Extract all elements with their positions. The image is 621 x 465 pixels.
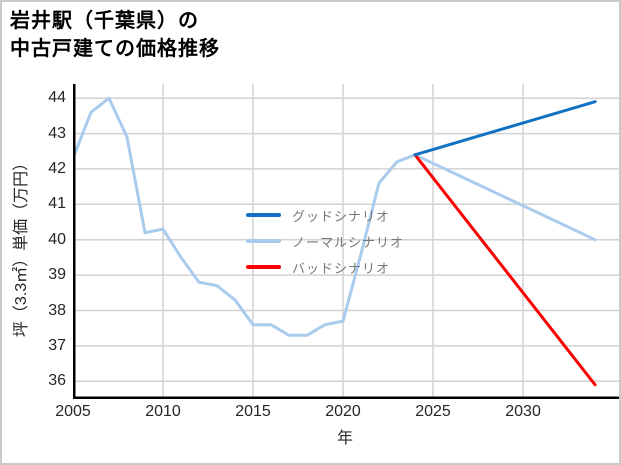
legend-label-good-scenario: グッドシナリオ xyxy=(292,208,391,224)
legend-item-normal-scenario: ノーマルシナリオ xyxy=(246,228,404,254)
x-tick-label: 2005 xyxy=(55,403,91,420)
legend-label-bad-scenario: バッドシナリオ xyxy=(292,260,391,276)
plot-area xyxy=(73,84,619,399)
chart-title-line2: 中古戸建ての価格推移 xyxy=(10,38,220,60)
y-tick-label: 39 xyxy=(48,266,66,284)
y-tick-label: 43 xyxy=(48,124,66,142)
x-tick-label: 2025 xyxy=(415,403,451,420)
y-tick-label: 41 xyxy=(48,195,66,213)
y-tick-label: 37 xyxy=(48,336,66,354)
y-tick-label: 44 xyxy=(48,89,66,107)
x-tick-label: 2030 xyxy=(505,403,541,420)
legend: グッドシナリオ ノーマルシナリオ バッドシナリオ xyxy=(246,202,404,280)
y-tick-label: 38 xyxy=(48,301,66,319)
chart-title-line1: 岩井駅（千葉県）の xyxy=(10,10,199,32)
legend-item-bad-scenario: バッドシナリオ xyxy=(246,254,404,280)
chart-title: 岩井駅（千葉県）の 中古戸建ての価格推移 xyxy=(10,7,220,63)
normal-scenario-line-icon xyxy=(246,239,281,243)
x-tick-label: 2015 xyxy=(235,403,271,420)
y-tick-label: 36 xyxy=(48,372,66,390)
x-tick-label: 2010 xyxy=(145,403,181,420)
x-tick-label: 2020 xyxy=(325,403,361,420)
good-scenario-line-icon xyxy=(246,213,281,217)
x-axis-label: 年 xyxy=(336,430,354,447)
bad-scenario-line-icon xyxy=(246,265,281,269)
y-tick-label: 40 xyxy=(48,230,66,248)
legend-label-normal-scenario: ノーマルシナリオ xyxy=(292,234,405,250)
plot-svg xyxy=(73,84,619,399)
y-tick-label: 42 xyxy=(48,159,66,177)
legend-item-good-scenario: グッドシナリオ xyxy=(246,202,404,228)
